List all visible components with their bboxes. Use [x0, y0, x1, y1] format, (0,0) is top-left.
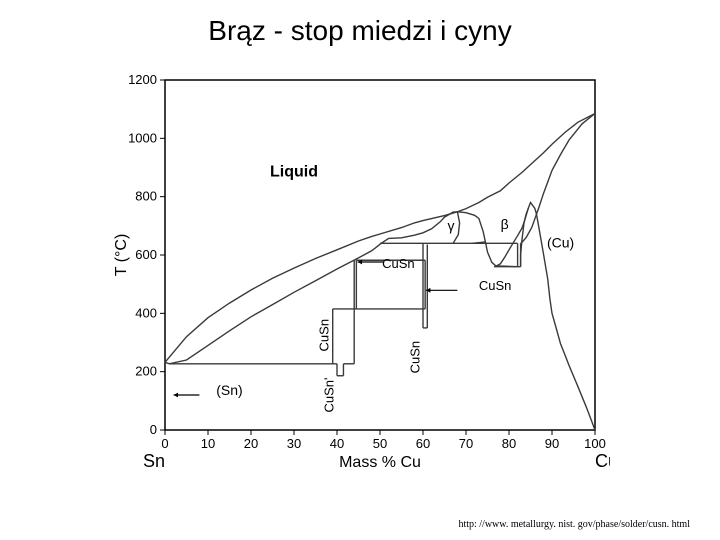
svg-text:CuSn: CuSn	[382, 256, 415, 271]
svg-text:100: 100	[584, 436, 606, 451]
svg-text:800: 800	[135, 189, 157, 204]
svg-text:1200: 1200	[128, 72, 157, 87]
svg-text:400: 400	[135, 305, 157, 320]
svg-text:0: 0	[161, 436, 168, 451]
source-url: http: //www. metallurgy. nist. gov/phase…	[458, 519, 690, 530]
svg-text:1000: 1000	[128, 130, 157, 145]
svg-text:10: 10	[201, 436, 215, 451]
svg-text:β: β	[501, 216, 509, 232]
svg-text:CuSn': CuSn'	[322, 377, 337, 412]
svg-text:(Sn): (Sn)	[216, 382, 242, 398]
svg-text:200: 200	[135, 364, 157, 379]
svg-text:(Cu): (Cu)	[547, 235, 574, 251]
svg-text:60: 60	[416, 436, 430, 451]
svg-text:80: 80	[502, 436, 516, 451]
phase-diagram: 0102030405060708090100020040060080010001…	[110, 70, 610, 475]
svg-text:γ: γ	[447, 218, 454, 234]
svg-text:CuSn: CuSn	[408, 341, 423, 374]
svg-text:50: 50	[373, 436, 387, 451]
svg-text:20: 20	[244, 436, 258, 451]
svg-text:90: 90	[545, 436, 559, 451]
svg-text:Mass % Cu: Mass % Cu	[339, 454, 421, 471]
svg-text:30: 30	[287, 436, 301, 451]
svg-text:Sn: Sn	[143, 451, 165, 471]
svg-text:600: 600	[135, 247, 157, 262]
svg-text:Cu: Cu	[595, 451, 610, 471]
page-title: Brąz - stop miedzi i cyny	[0, 15, 720, 47]
svg-text:Liquid: Liquid	[270, 163, 318, 180]
svg-text:T (°C): T (°C)	[113, 234, 130, 277]
svg-text:CuSn: CuSn	[479, 278, 512, 293]
svg-text:0: 0	[150, 422, 157, 437]
svg-text:CuSn: CuSn	[316, 319, 331, 352]
svg-text:70: 70	[459, 436, 473, 451]
svg-text:40: 40	[330, 436, 344, 451]
